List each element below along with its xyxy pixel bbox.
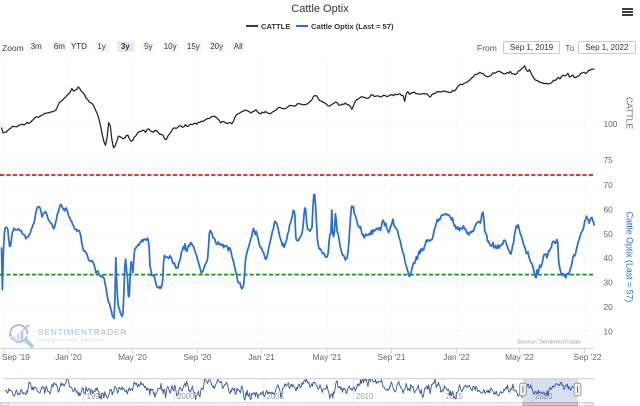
svg-text:Analysis over Emotion: Analysis over Emotion bbox=[39, 337, 105, 343]
svg-text:2010: 2010 bbox=[356, 392, 374, 401]
svg-text:30: 30 bbox=[604, 278, 614, 288]
svg-text:20: 20 bbox=[604, 302, 614, 312]
svg-text:2000: 2000 bbox=[177, 392, 195, 401]
svg-text:75: 75 bbox=[604, 155, 614, 165]
svg-text:40: 40 bbox=[604, 253, 614, 263]
svg-text:Sep '22: Sep '22 bbox=[574, 352, 602, 362]
svg-text:Sep '19: Sep '19 bbox=[2, 352, 30, 362]
svg-text:Cattle Optix (Last = 57): Cattle Optix (Last = 57) bbox=[625, 212, 635, 303]
svg-text:Sep '21: Sep '21 bbox=[378, 352, 406, 362]
svg-text:Jan '20: Jan '20 bbox=[55, 352, 82, 362]
svg-text:May '22: May '22 bbox=[505, 352, 534, 362]
svg-text:2020: 2020 bbox=[535, 392, 553, 401]
svg-text:Sep '20: Sep '20 bbox=[184, 352, 212, 362]
svg-text:2005: 2005 bbox=[267, 392, 285, 401]
svg-text:70: 70 bbox=[604, 180, 614, 190]
svg-text:CATTLE: CATTLE bbox=[625, 97, 635, 130]
svg-text:Source: SentimenTrader: Source: SentimenTrader bbox=[517, 340, 581, 346]
svg-text:10: 10 bbox=[604, 326, 614, 336]
svg-text:May '20: May '20 bbox=[118, 352, 147, 362]
svg-text:50: 50 bbox=[604, 229, 614, 239]
svg-text:60: 60 bbox=[604, 204, 614, 214]
svg-text:100: 100 bbox=[604, 119, 618, 129]
svg-text:May '21: May '21 bbox=[313, 352, 342, 362]
svg-text:SENTIMENTRADER: SENTIMENTRADER bbox=[38, 327, 127, 337]
svg-text:1995: 1995 bbox=[87, 392, 105, 401]
svg-text:Jan '21: Jan '21 bbox=[248, 352, 275, 362]
svg-text:Jan '22: Jan '22 bbox=[443, 352, 470, 362]
